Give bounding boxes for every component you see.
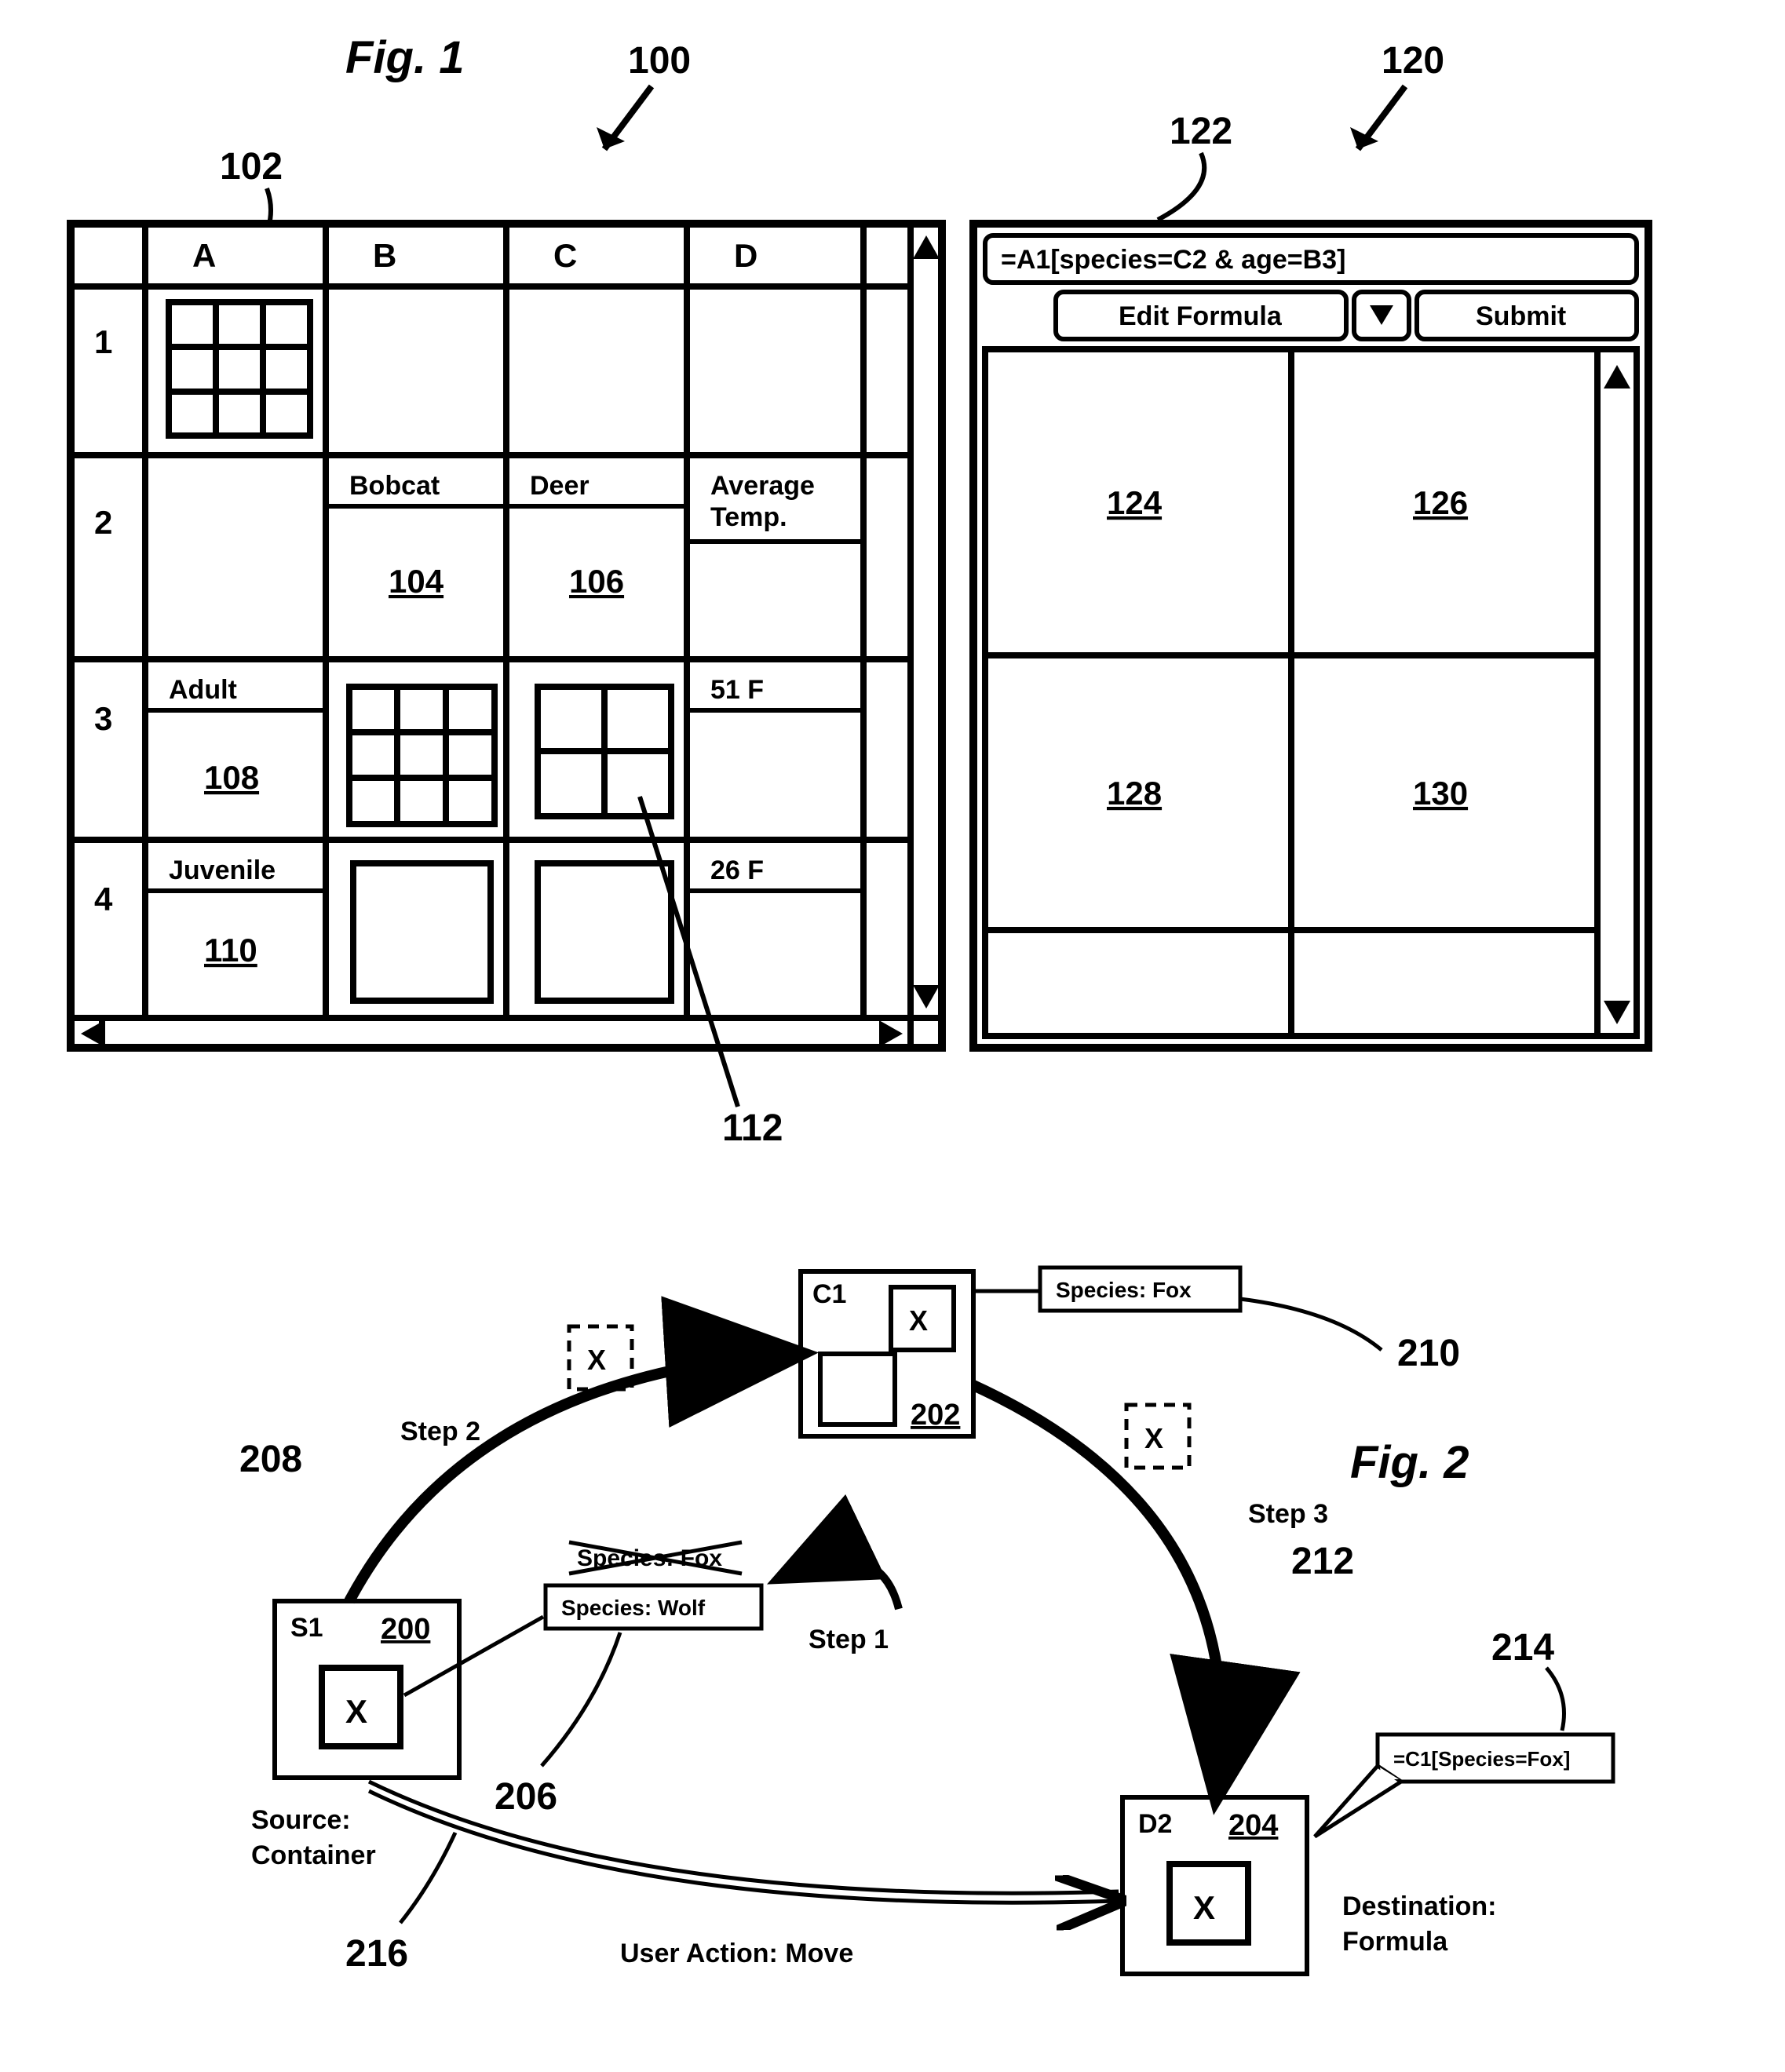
svg-text:Species: Fox: Species: Fox: [1056, 1278, 1192, 1302]
svg-text:210: 210: [1397, 1333, 1460, 1374]
scroll-up-button[interactable]: [911, 224, 942, 263]
node-d2: D2 204 X: [1122, 1797, 1307, 1974]
svg-text:Deer: Deer: [530, 471, 590, 501]
svg-text:2: 2: [94, 504, 112, 541]
svg-text:=C1[Species=Fox]: =C1[Species=Fox]: [1393, 1747, 1570, 1771]
lead-122: [1154, 149, 1248, 228]
svg-text:216: 216: [345, 1933, 408, 1975]
formula-bar[interactable]: [985, 235, 1637, 283]
svg-text:4: 4: [94, 881, 113, 917]
right-scroll-down-button[interactable]: [1601, 1001, 1641, 1040]
svg-text:214: 214: [1491, 1627, 1554, 1669]
svg-text:212: 212: [1291, 1541, 1354, 1582]
arrow-120: [1334, 78, 1429, 173]
svg-text:X: X: [909, 1304, 928, 1337]
svg-text:D2: D2: [1138, 1809, 1172, 1839]
svg-text:130: 130: [1413, 775, 1468, 812]
node-s1: S1 200 X: [275, 1601, 459, 1778]
scroll-left-button[interactable]: [75, 1020, 114, 1052]
arrow-100: [581, 78, 675, 173]
svg-text:Bobcat: Bobcat: [349, 471, 440, 501]
svg-text:Species: Wolf: Species: Wolf: [561, 1596, 706, 1620]
formula-callout: =C1[Species=Fox]: [1315, 1735, 1613, 1837]
svg-text:128: 128: [1107, 775, 1162, 812]
svg-text:X: X: [345, 1693, 367, 1730]
submit-button[interactable]: [1417, 292, 1637, 339]
svg-text:202: 202: [911, 1399, 960, 1432]
svg-text:S1: S1: [290, 1613, 323, 1643]
scroll-down-button[interactable]: [911, 981, 942, 1020]
svg-text:51 F: 51 F: [710, 675, 764, 705]
node-c1: C1 X 202: [801, 1271, 973, 1436]
svg-text:104: 104: [389, 563, 444, 600]
ref-100: 100: [628, 39, 691, 82]
svg-text:C1: C1: [812, 1279, 846, 1309]
svg-text:Juvenile: Juvenile: [169, 855, 276, 885]
svg-text:208: 208: [239, 1439, 302, 1480]
scroll-right-button[interactable]: [871, 1020, 911, 1052]
dropdown-button[interactable]: [1354, 292, 1409, 339]
svg-text:108: 108: [204, 759, 259, 796]
svg-text:Step 3: Step 3: [1248, 1499, 1328, 1529]
svg-text:126: 126: [1413, 484, 1468, 521]
svg-text:Step 2: Step 2: [400, 1417, 480, 1446]
fig1-title: Fig. 1: [345, 31, 464, 84]
svg-text:3: 3: [94, 700, 112, 737]
ref-102: 102: [220, 145, 283, 188]
svg-text:Temp.: Temp.: [710, 502, 787, 532]
svg-text:204: 204: [1228, 1809, 1278, 1842]
svg-text:A: A: [192, 237, 216, 274]
right-scroll-up-button[interactable]: [1601, 353, 1641, 392]
svg-text:Formula: Formula: [1342, 1927, 1448, 1957]
svg-text:D: D: [734, 237, 757, 274]
left-panel-100: A B C D 1 2 3 4 Bobcat Deer Average Temp…: [67, 220, 946, 1052]
svg-text:1: 1: [94, 323, 112, 360]
svg-text:106: 106: [569, 563, 624, 600]
svg-text:200: 200: [381, 1613, 430, 1646]
svg-text:B: B: [373, 237, 396, 274]
svg-text:Container: Container: [251, 1840, 376, 1870]
svg-text:C: C: [553, 237, 577, 274]
lead-112: [636, 793, 793, 1114]
svg-text:Adult: Adult: [169, 675, 237, 705]
edit-formula-button[interactable]: [1056, 292, 1346, 339]
svg-text:Average: Average: [710, 471, 815, 501]
ref-112: 112: [722, 1107, 783, 1150]
svg-text:Source:: Source:: [251, 1805, 351, 1835]
svg-text:Step 1: Step 1: [809, 1625, 889, 1654]
svg-text:X: X: [1193, 1889, 1215, 1926]
svg-text:User Action: Move: User Action: Move: [620, 1939, 853, 1968]
svg-text:110: 110: [204, 932, 257, 969]
right-panel-120: =A1[species=C2 & age=B3] Edit Formula Su…: [969, 220, 1652, 1052]
svg-text:X: X: [587, 1344, 606, 1376]
ref-120: 120: [1382, 39, 1444, 82]
svg-text:X: X: [1144, 1422, 1163, 1454]
svg-text:206: 206: [495, 1776, 557, 1818]
svg-text:Destination:: Destination:: [1342, 1891, 1496, 1921]
ref-122: 122: [1170, 110, 1232, 153]
svg-text:124: 124: [1107, 484, 1163, 521]
fig2-canvas: C1 X 202 Species: Fox 210 S1 200 X D2 20…: [157, 1232, 1648, 2033]
